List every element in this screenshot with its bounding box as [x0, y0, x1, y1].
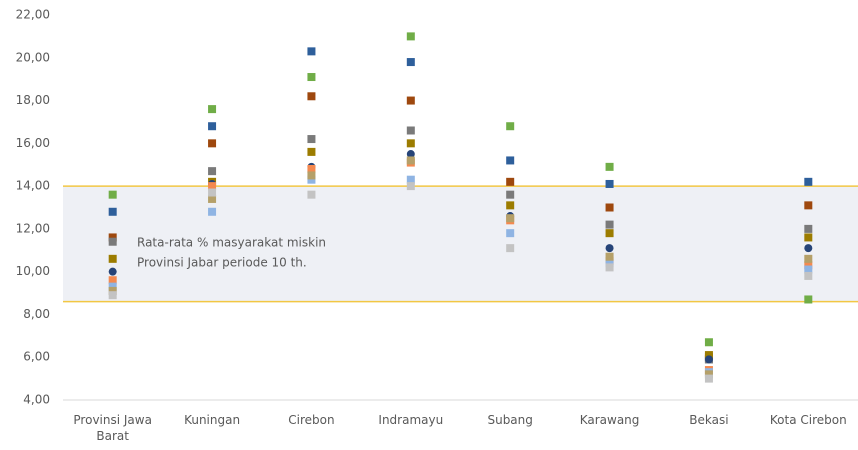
dot	[506, 244, 515, 253]
x-tick-label: Bekasi	[689, 413, 729, 427]
dot	[804, 261, 813, 270]
dot	[704, 338, 713, 347]
dot	[605, 179, 614, 188]
dot	[307, 147, 316, 156]
dot	[506, 156, 515, 165]
dot	[406, 139, 415, 148]
dot	[307, 165, 316, 173]
dot	[605, 263, 614, 272]
x-tick-label: Cirebon	[288, 413, 335, 427]
dot	[406, 182, 415, 191]
dot	[208, 207, 217, 216]
dot	[704, 355, 713, 364]
y-tick-label: 10,00	[16, 264, 50, 278]
dot	[307, 92, 316, 101]
dot	[406, 156, 415, 165]
dot	[704, 370, 713, 379]
x-tick-label: Indramayu	[378, 413, 444, 427]
dot	[804, 201, 813, 210]
dot	[605, 244, 614, 253]
annotation: Provinsi Jabar periode 10 th.	[137, 256, 307, 270]
dot	[108, 190, 117, 199]
x-tick-label: Karawang	[579, 413, 640, 427]
dot	[406, 32, 415, 41]
y-tick-label: 12,00	[16, 221, 50, 235]
dot	[605, 220, 614, 229]
average-band	[63, 186, 858, 302]
dot	[108, 267, 117, 276]
dot	[108, 276, 117, 285]
y-tick-label: 6,00	[23, 350, 50, 364]
dot	[804, 233, 813, 242]
dot	[804, 224, 813, 233]
y-tick-label: 16,00	[16, 136, 50, 150]
dot	[108, 291, 117, 300]
dot	[506, 201, 515, 210]
x-tick-label: Subang	[487, 413, 533, 427]
dot	[208, 167, 217, 176]
dot	[406, 150, 415, 159]
dot	[804, 265, 813, 274]
dot	[704, 374, 713, 383]
dot	[108, 207, 117, 216]
dot	[208, 122, 217, 131]
dot	[406, 126, 415, 135]
y-tick-label: 8,00	[23, 307, 50, 321]
dot	[506, 177, 515, 186]
dot	[605, 252, 614, 261]
dot	[506, 190, 515, 199]
y-tick-label: 22,00	[16, 8, 50, 22]
dot	[108, 282, 117, 291]
dot	[406, 58, 415, 67]
dot	[307, 190, 316, 199]
dot	[108, 286, 117, 295]
dot	[506, 229, 515, 238]
dot	[804, 295, 813, 304]
dot	[605, 229, 614, 238]
dot	[108, 233, 117, 242]
x-tick-label: Kota Cirebon	[769, 413, 847, 427]
dot	[307, 73, 316, 82]
dot	[406, 96, 415, 105]
annotation: Rata-rata % masyarakat miskin	[137, 236, 326, 250]
x-tick-label: Kuningan	[184, 413, 241, 427]
dot	[804, 271, 813, 280]
dot	[108, 254, 117, 263]
dot	[605, 203, 614, 212]
dot	[307, 175, 316, 184]
dot	[108, 237, 117, 246]
dot	[506, 122, 515, 131]
dot	[208, 188, 217, 197]
dot	[704, 351, 713, 360]
dot	[605, 259, 614, 268]
dot	[605, 162, 614, 171]
dot	[307, 47, 316, 56]
y-tick-label: 18,00	[16, 93, 50, 107]
y-tick-label: 20,00	[16, 50, 50, 64]
dot	[208, 194, 217, 203]
dot	[208, 105, 217, 114]
dot	[208, 182, 217, 191]
x-tick-label: Provinsi Jawa Barat	[73, 413, 152, 443]
dot	[804, 244, 813, 253]
dot	[307, 171, 316, 180]
dot	[208, 139, 217, 148]
y-tick-label: 4,00	[23, 393, 50, 407]
dot	[406, 175, 415, 184]
dot	[506, 214, 515, 223]
y-tick-label: 14,00	[16, 179, 50, 193]
dot	[804, 177, 813, 186]
dot	[804, 254, 813, 263]
dot	[307, 135, 316, 144]
